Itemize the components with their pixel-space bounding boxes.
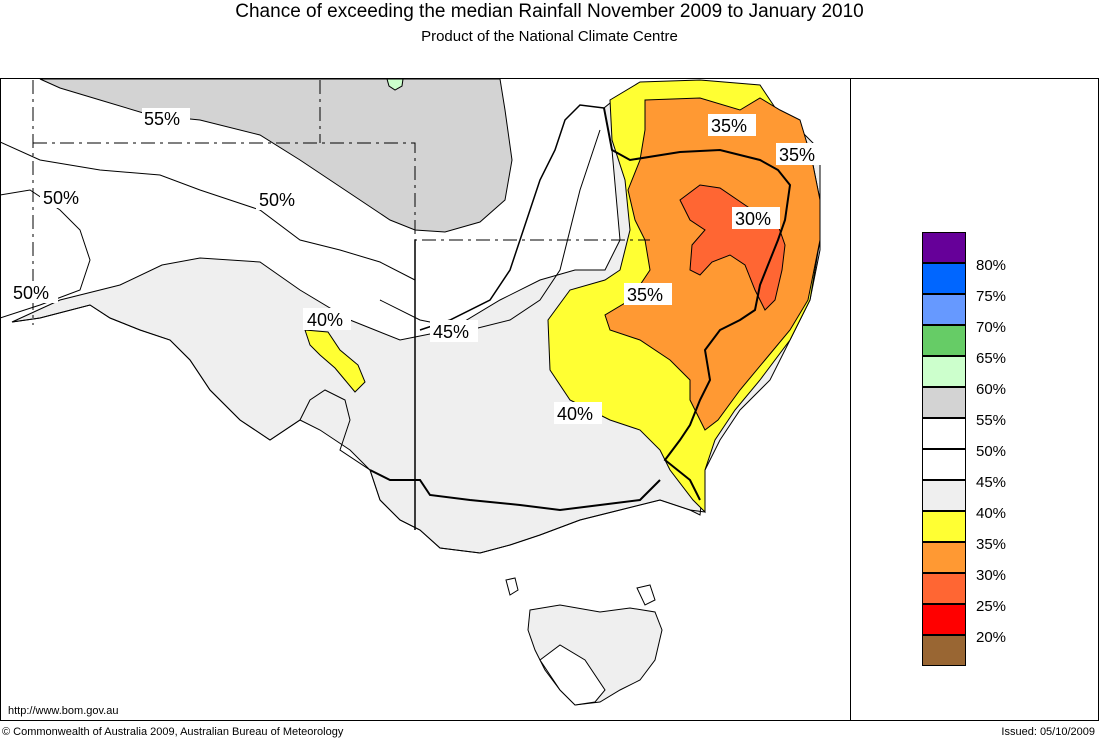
region-60pct bbox=[386, 78, 404, 91]
state-border-south bbox=[369, 469, 661, 512]
region-55pct bbox=[39, 78, 513, 233]
legend-swatch bbox=[922, 356, 966, 387]
contour-label-50-north: 50% bbox=[259, 190, 295, 210]
region-35pct bbox=[604, 97, 821, 431]
label-bg-40a bbox=[303, 308, 351, 330]
coastline bbox=[11, 304, 706, 554]
issued-date: Issued: 05/10/2009 bbox=[1001, 726, 1095, 738]
legend-label-20: 20% bbox=[976, 629, 1007, 646]
copyright-notice: © Commonwealth of Australia 2009, Austra… bbox=[2, 726, 344, 738]
island-small-2 bbox=[636, 584, 656, 606]
label-bg-55 bbox=[142, 108, 190, 130]
label-bg-45 bbox=[430, 320, 478, 342]
contour-label-45: 45% bbox=[433, 322, 469, 342]
contour-label-50-west: 50% bbox=[43, 188, 79, 208]
legend-label-70: 70% bbox=[976, 319, 1007, 336]
contour-label-30: 30% bbox=[735, 209, 771, 229]
contour-label-40-east: 40% bbox=[557, 404, 593, 424]
label-bg-40b bbox=[554, 402, 602, 424]
region-40pct-west bbox=[304, 329, 366, 393]
label-bg-35c bbox=[624, 283, 672, 305]
island-small-1 bbox=[505, 577, 519, 596]
legend-swatch bbox=[922, 542, 966, 573]
legend-label-50: 50% bbox=[976, 443, 1007, 460]
map-title: Chance of exceeding the median Rainfall … bbox=[235, 1, 864, 22]
legend-label-80: 80% bbox=[976, 257, 1007, 274]
legend-label-55: 55% bbox=[976, 412, 1007, 429]
legend-swatch bbox=[922, 604, 966, 635]
map-subtitle: Product of the National Climate Centre bbox=[421, 28, 678, 45]
label-bg-30 bbox=[732, 207, 780, 229]
legend-label-45: 45% bbox=[976, 474, 1007, 491]
state-border bbox=[603, 107, 792, 501]
legend-label-60: 60% bbox=[976, 381, 1007, 398]
contour-label-35-coast: 35% bbox=[779, 145, 815, 165]
state-border-river bbox=[419, 104, 605, 331]
contour-label-35-inland: 35% bbox=[627, 285, 663, 305]
legend-swatch bbox=[922, 418, 966, 449]
legend-swatch bbox=[922, 325, 966, 356]
grid-dashed bbox=[32, 80, 650, 325]
legend-label-35: 35% bbox=[976, 536, 1007, 553]
legend-swatch bbox=[922, 263, 966, 294]
legend-label-40: 40% bbox=[976, 505, 1007, 522]
legend-divider bbox=[850, 78, 851, 721]
label-bg-50b bbox=[256, 188, 304, 210]
legend-swatch bbox=[922, 573, 966, 604]
contour-label-55: 55% bbox=[144, 109, 180, 129]
legend-label-25: 25% bbox=[976, 598, 1007, 615]
legend-label-30: 30% bbox=[976, 567, 1007, 584]
legend-swatch bbox=[922, 232, 966, 263]
legend-swatch bbox=[922, 635, 966, 666]
contour-label-40-west: 40% bbox=[307, 310, 343, 330]
frame-left bbox=[0, 78, 1, 721]
label-bg-50c bbox=[10, 281, 58, 303]
contour-label-50-south: 50% bbox=[13, 283, 49, 303]
label-bg-35b bbox=[776, 143, 824, 165]
legend-swatch bbox=[922, 449, 966, 480]
legend-swatch bbox=[922, 511, 966, 542]
legend-swatch bbox=[922, 294, 966, 325]
source-url: http://www.bom.gov.au bbox=[8, 705, 119, 717]
contour-label-35-north: 35% bbox=[711, 116, 747, 136]
frame-top bbox=[0, 78, 1099, 79]
frame-bottom bbox=[0, 720, 1099, 721]
legend-swatch bbox=[922, 480, 966, 511]
label-bg-50a bbox=[40, 186, 88, 208]
legend-swatch bbox=[922, 387, 966, 418]
legend-label-65: 65% bbox=[976, 350, 1007, 367]
tasmania-white bbox=[539, 644, 606, 706]
legend-label-75: 75% bbox=[976, 288, 1007, 305]
rainfall-map: 55% 50% 50% 50% 45% 40% 40% 35% 35% 35% … bbox=[0, 78, 824, 706]
label-bg-35a bbox=[708, 114, 756, 136]
contour-50-north bbox=[0, 141, 416, 281]
